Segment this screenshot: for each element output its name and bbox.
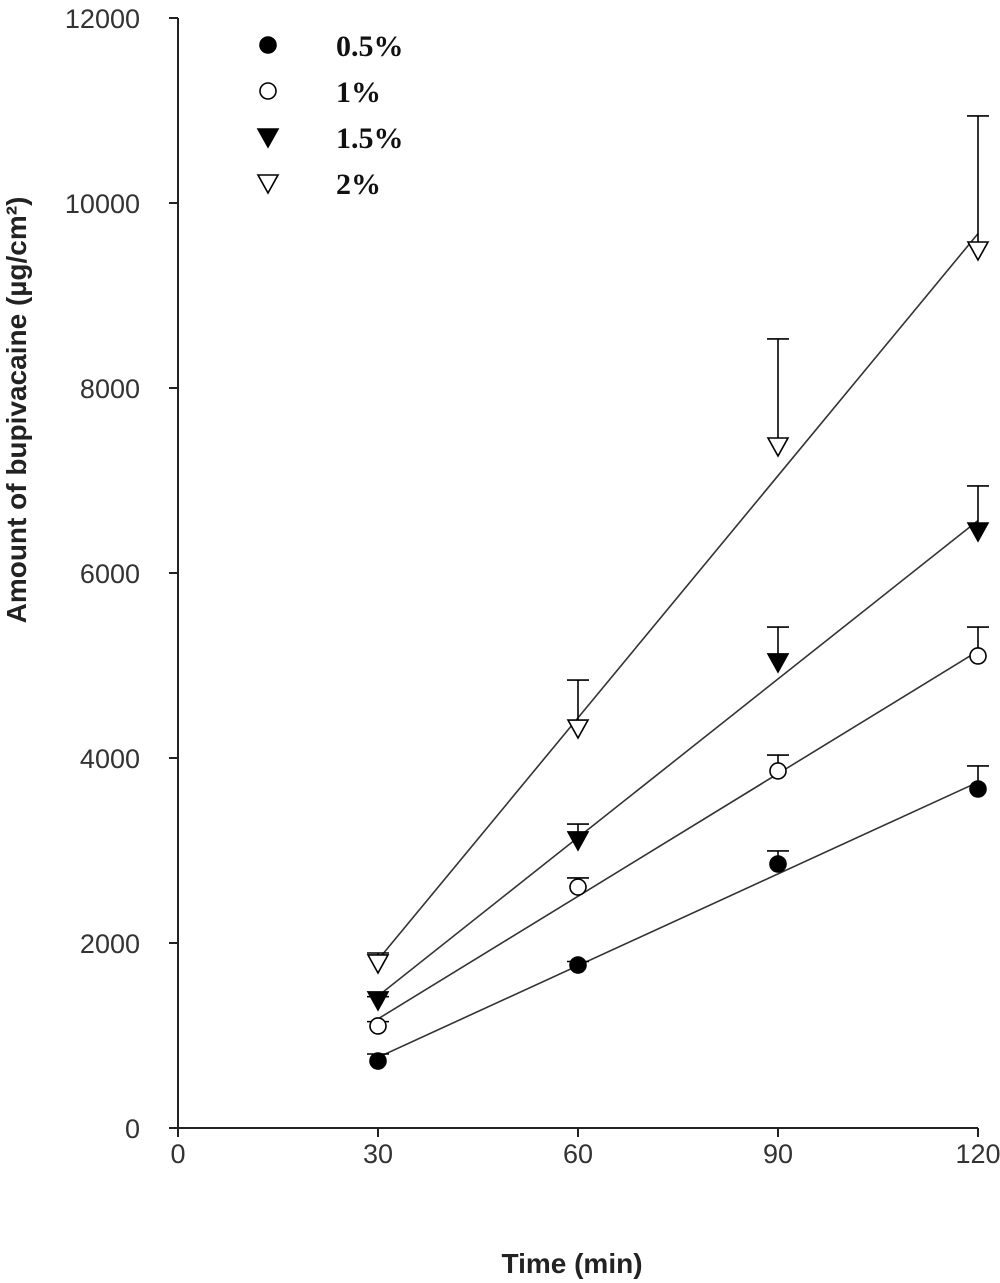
y-tick-label: 0 [125,1114,140,1144]
y-tick-label: 8000 [80,374,140,404]
legend-marker [256,174,280,195]
x-tick-label: 0 [170,1139,185,1169]
data-point [566,831,590,852]
fit-line-0.5% [377,781,979,1059]
legend-label: 1% [336,76,381,109]
x-axis-label: Time (min) [501,1248,642,1279]
x-tick-label: 30 [363,1139,393,1169]
data-point [769,855,787,873]
data-point [966,522,990,543]
data-point [969,780,987,798]
legend-label: 1.5% [336,122,404,155]
data-point [566,719,590,740]
data-point [766,437,790,458]
legend-marker [259,82,277,100]
x-tick-label: 120 [955,1139,1000,1169]
y-tick-label: 10000 [65,189,140,219]
y-tick-label: 2000 [80,929,140,959]
fit-line-1% [377,650,979,1020]
data-point [369,1052,387,1070]
y-tick-label: 12000 [65,4,140,34]
legend-marker [256,128,280,149]
data-point [366,954,390,975]
data-point [766,653,790,674]
data-point [969,647,987,665]
legend-label: 0.5% [336,30,404,63]
y-tick-label: 6000 [80,559,140,589]
data-point [769,762,787,780]
x-tick-label: 90 [763,1139,793,1169]
data-point [569,878,587,896]
fit-line-1.5% [377,519,979,997]
data-marks [366,115,990,1070]
y-axis-label: Amount of bupivacaine (µg/cm²) [1,197,32,624]
fit-lines [377,233,979,1059]
data-point [569,956,587,974]
data-point [369,1017,387,1035]
axes: 0 2000 4000 6000 8000 10000 12000 0 30 60 90 120 [65,4,1000,1169]
legend-label: 2% [336,168,381,201]
x-tick-label: 60 [563,1139,593,1169]
y-tick-label: 4000 [80,744,140,774]
legend: 0.5% 1% 1.5% 2% [256,30,404,201]
data-point [966,241,990,262]
legend-marker [259,36,277,54]
fit-line-2% [377,233,979,961]
data-point [366,991,390,1012]
